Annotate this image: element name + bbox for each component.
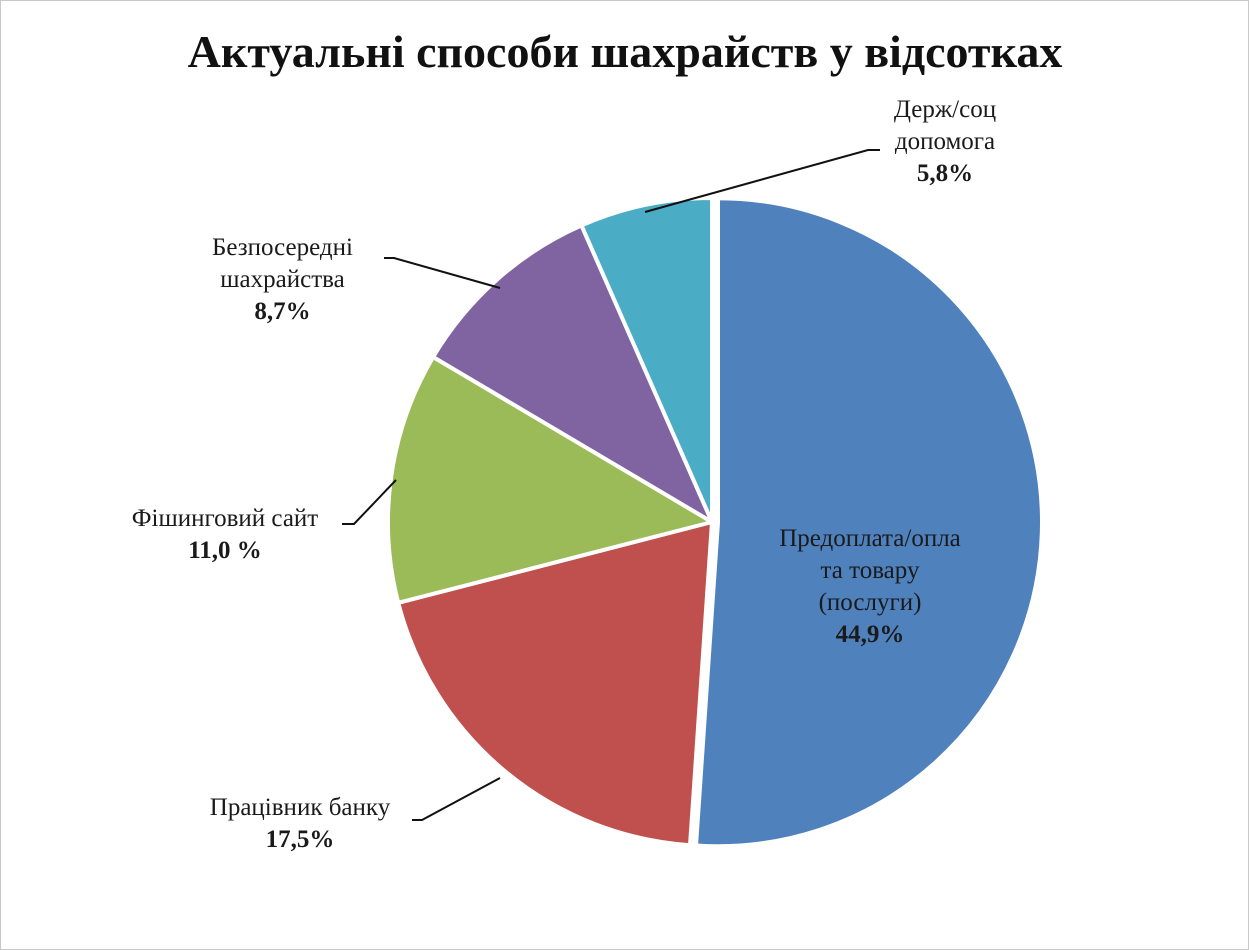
slice-label-direct-fraud-line-1: Безпосередні (212, 234, 353, 261)
slice-value-bank-employee: 17,5% (265, 826, 335, 853)
slice-label-bank-employee: Працівник банку (209, 794, 391, 821)
data-label-state-aid: Держ/соц допомога 5,8% (860, 94, 1030, 190)
leader-line-bank-employee (412, 777, 501, 821)
slice-label-phishing-site: Фішинговий сайт (131, 505, 319, 532)
slice-value-phishing-site: 11,0 % (188, 537, 262, 564)
slice-value-state-aid: 5,8% (916, 160, 974, 187)
leader-line-state-aid (644, 149, 880, 213)
slice-value-direct-fraud: 8,7% (254, 298, 311, 325)
slice-label-prepayment-line-1: Предоплата/опла (779, 525, 961, 552)
pie-slice-prepayment (694, 196, 1044, 849)
slice-label-state-aid-line-2: допомога (894, 128, 996, 155)
pie-slice-bank-employee (396, 520, 714, 848)
slice-label-prepayment-line-2: та товару (820, 557, 920, 584)
slice-value-prepayment: 44,9% (835, 621, 905, 648)
data-label-bank-employee: Працівник банку 17,5% (180, 792, 420, 856)
data-label-direct-fraud: Безпосередні шахрайства 8,7% (180, 232, 385, 328)
pie-slice-phishing-site (386, 355, 714, 605)
leader-line-direct-fraud (384, 257, 501, 289)
pie-slice-state-aid (579, 196, 714, 524)
data-label-phishing-site: Фішинговий сайт 11,0 % (100, 503, 350, 567)
pie-slice-direct-fraud (431, 223, 714, 524)
chart-title: Актуальні способи шахрайств у відсотках (187, 26, 1063, 77)
data-label-prepayment: Предоплата/опла та товару (послуги) 44,9… (740, 523, 1000, 651)
slice-label-direct-fraud-line-2: шахрайства (220, 266, 345, 293)
slice-label-prepayment-line-3: (послуги) (818, 589, 922, 616)
leader-line-phishing-site (342, 479, 397, 525)
slice-label-state-aid-line-1: Держ/соц (893, 96, 997, 123)
